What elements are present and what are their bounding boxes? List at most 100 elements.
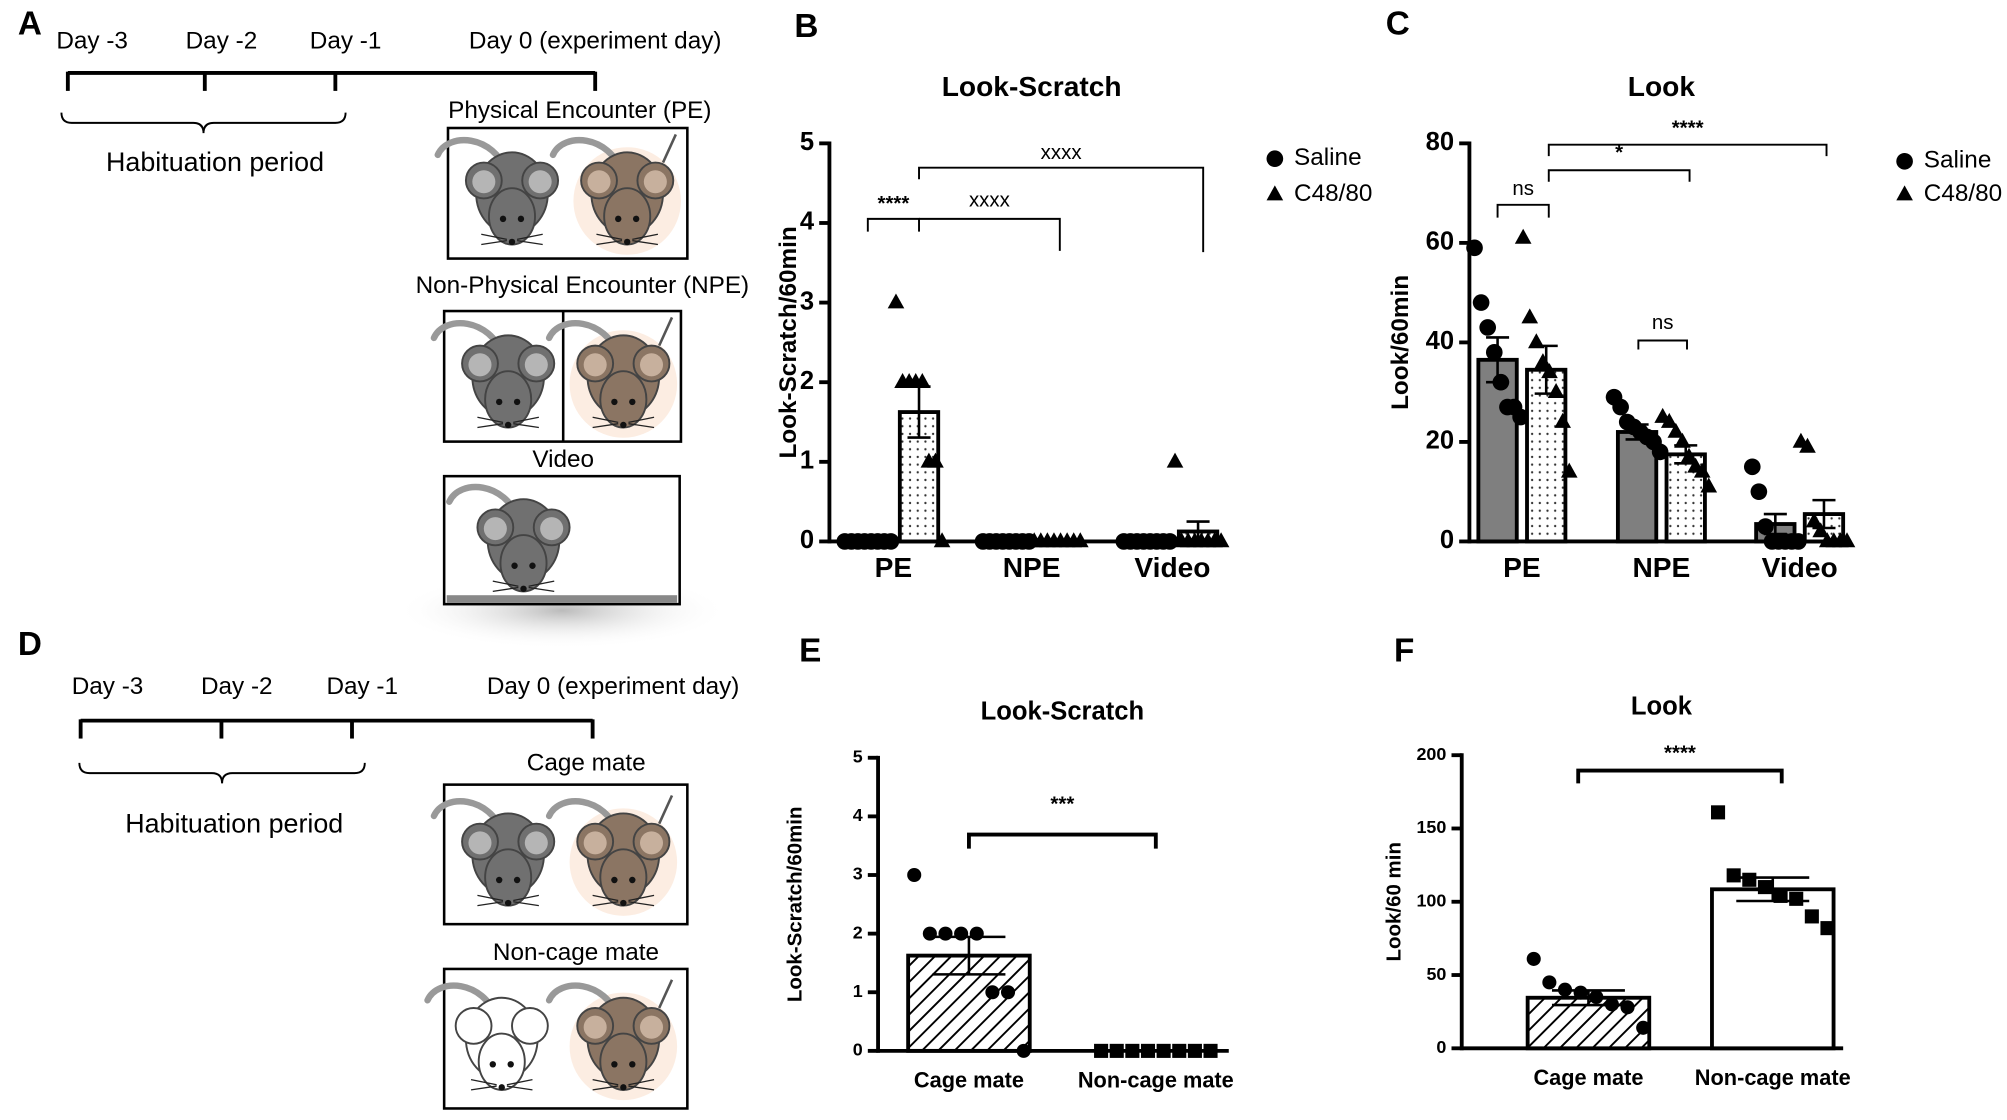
condition-label: Physical Encounter (PE): [448, 97, 711, 124]
data-point: [1660, 412, 1678, 428]
day-label: Day 0 (experiment day): [487, 673, 740, 700]
significance-label: ****: [1664, 741, 1696, 764]
data-point: [1514, 228, 1532, 244]
mouse: [545, 316, 674, 429]
y-tick-label: 4: [853, 805, 863, 825]
pen: [658, 316, 674, 347]
data-point: [1557, 982, 1573, 997]
condition-label: Cage mate: [527, 750, 646, 777]
data-point: [1680, 447, 1698, 463]
data-point: [1541, 363, 1558, 379]
mouse-eye: [632, 215, 640, 223]
y-tick-label: 0: [853, 1040, 863, 1060]
data-point: [1743, 458, 1761, 476]
data-point: [1512, 408, 1529, 426]
data-point: [882, 533, 900, 550]
mouse-nose: [620, 421, 627, 429]
y-axis-label: Look-Scratch/60min: [775, 226, 802, 458]
x-tick-label: PE: [875, 552, 913, 583]
x-tick-label: Cage mate: [1533, 1065, 1643, 1090]
significance-bracket: [1637, 339, 1688, 350]
chart-title: Look: [1631, 693, 1693, 721]
screen-edge: [446, 595, 678, 603]
mouse-nose: [504, 421, 512, 429]
data-point: [1161, 533, 1179, 550]
data-point: [1466, 239, 1483, 257]
data-point: [1203, 1043, 1218, 1058]
mouse-ear-inner: [468, 831, 492, 855]
x-tick-label: Video: [1762, 552, 1838, 583]
mouse-ear-inner: [528, 170, 552, 194]
period-label: Habituation period: [106, 147, 324, 177]
period-label: Habituation period: [125, 809, 343, 839]
mouse-eye: [495, 398, 503, 406]
mouse-eye: [611, 398, 618, 406]
mouse-eye: [629, 398, 636, 406]
data-point: [1820, 921, 1835, 936]
mouse-whisker: [481, 233, 507, 246]
y-axis-label: Look-Scratch/60min: [784, 806, 807, 1002]
data-point: [969, 926, 984, 941]
mouse-ear-inner: [583, 831, 607, 855]
y-tick-label: 20: [1426, 427, 1454, 455]
mouse-whisker: [628, 416, 655, 429]
day-label: Day -2: [201, 673, 273, 700]
legend-marker: [1896, 185, 1913, 201]
mouse-whisker: [477, 416, 504, 429]
legend-label: Saline: [1294, 144, 1362, 171]
y-tick-label: 40: [1426, 327, 1454, 355]
mouse-eye: [611, 1061, 618, 1068]
y-tick-label: 60: [1426, 228, 1454, 256]
mouse: [424, 982, 549, 1091]
mouse-head: [484, 370, 533, 429]
x-tick-label: Non-cage mate: [1695, 1065, 1851, 1090]
condition-label: Non-cage mate: [493, 939, 659, 966]
significance-bracket: [918, 166, 1205, 253]
panel-label: D: [18, 626, 42, 663]
y-tick-label: 80: [1426, 128, 1454, 156]
data-point: [1016, 1043, 1031, 1058]
mouse-nose: [498, 1084, 505, 1091]
day-label: Day -1: [326, 673, 398, 700]
pen: [661, 133, 677, 164]
significance-bracket: [919, 217, 1061, 251]
significance-label: ****: [877, 192, 909, 215]
mouse-whisker: [628, 1079, 655, 1091]
data-point: [1750, 483, 1768, 501]
y-tick-label: 5: [853, 746, 863, 766]
significance-label: *: [1615, 141, 1623, 164]
mouse-eye: [517, 215, 525, 223]
data-point: [954, 926, 969, 941]
x-tick-label: NPE: [1003, 552, 1061, 583]
data-point: [1790, 533, 1807, 550]
data-point: [1094, 1043, 1109, 1058]
data-point: [1789, 891, 1804, 906]
mouse-whisker: [513, 416, 539, 429]
mouse: [430, 320, 556, 429]
mouse-whisker: [516, 233, 543, 246]
mouse-nose: [620, 899, 627, 907]
mouse: [545, 794, 674, 907]
legend-label: C48/80: [1924, 180, 2002, 207]
mouse: [430, 798, 556, 907]
mouse-whisker: [596, 233, 623, 246]
data-point: [933, 532, 951, 548]
mouse-whisker: [492, 580, 519, 592]
data-point: [1757, 880, 1772, 895]
mouse-eye: [499, 215, 507, 223]
data-point: [1711, 805, 1726, 820]
data-point: [1674, 432, 1691, 448]
day-label: Day -2: [186, 28, 258, 55]
data-point: [1071, 532, 1089, 548]
mouse-head: [599, 1032, 648, 1091]
mouse-whisker: [628, 894, 655, 907]
mouse-whisker: [470, 1079, 497, 1091]
significance-label: ****: [1672, 117, 1704, 140]
mouse-whisker: [592, 894, 619, 907]
data-point: [1726, 868, 1741, 883]
y-tick-label: 0: [1440, 526, 1454, 554]
mouse-whisker: [528, 580, 555, 592]
condition-label: Video: [532, 446, 594, 473]
error-bar: [1812, 498, 1836, 530]
data-point: [1804, 909, 1819, 924]
